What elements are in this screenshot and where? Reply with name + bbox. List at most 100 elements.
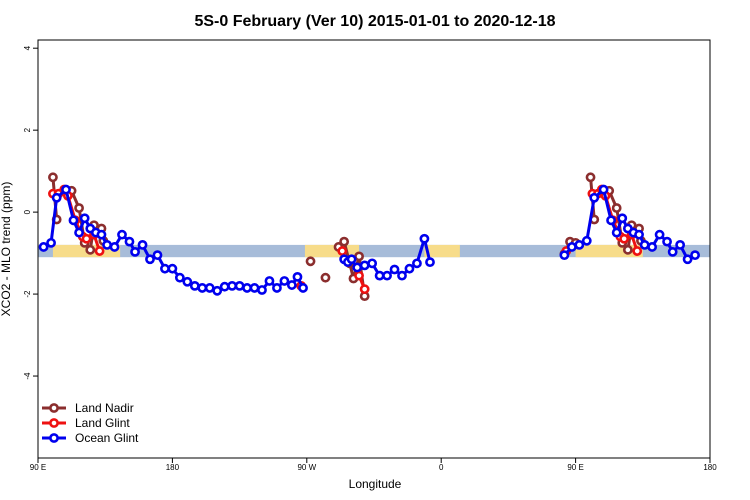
data-point: [74, 227, 84, 238]
data-point: [46, 237, 56, 248]
x-tick-label: 90 E: [30, 463, 46, 472]
data-point: [279, 276, 290, 286]
data-point: [581, 235, 592, 246]
data-point: [611, 203, 622, 213]
data-point: [264, 276, 275, 286]
data-point: [298, 283, 308, 293]
data-point: [662, 236, 672, 247]
series-ocean-glint: [38, 184, 700, 296]
legend-label: Land Nadir: [75, 401, 134, 415]
plot-frame: [37, 39, 711, 459]
y-tick-label: 0: [23, 209, 32, 214]
data-point: [419, 233, 430, 244]
data-point: [598, 184, 609, 195]
data-point: [242, 283, 252, 293]
data-point: [632, 246, 643, 256]
legend-label: Ocean Glint: [75, 431, 139, 445]
ocean-band: [38, 244, 710, 258]
data-point: [425, 257, 435, 268]
data-point: [574, 240, 585, 250]
x-tick-label: 0: [439, 463, 444, 472]
data-point: [389, 264, 400, 275]
data-point: [197, 283, 208, 293]
data-point: [38, 242, 49, 252]
data-point: [667, 246, 678, 257]
data-point: [617, 213, 628, 224]
data-point: [305, 256, 316, 267]
data-point: [559, 250, 570, 261]
data-point: [354, 251, 364, 262]
series-segment: [49, 196, 59, 245]
data-point: [96, 229, 107, 240]
legend-swatch-marker: [49, 403, 59, 413]
data-point: [167, 263, 178, 274]
data-point: [85, 244, 96, 255]
data-point: [145, 254, 155, 265]
data-point: [124, 236, 135, 247]
data-point: [634, 229, 644, 240]
x-axis-label: Longitude: [349, 477, 402, 491]
data-point: [690, 250, 700, 261]
data-point: [682, 254, 693, 265]
data-point: [675, 240, 686, 250]
data-point: [130, 246, 140, 257]
y-tick-label: -4: [23, 372, 32, 380]
data-point: [606, 215, 616, 226]
data-point: [359, 260, 370, 271]
data-point: [81, 233, 92, 244]
data-point: [622, 244, 633, 255]
series-segment: [64, 188, 75, 222]
data-point: [412, 258, 422, 269]
x-axis: 90 E 180 90 W 0 90 E 180: [30, 458, 717, 472]
data-point: [51, 192, 62, 203]
data-point: [61, 184, 71, 195]
data-point: [382, 270, 392, 281]
data-point: [619, 233, 630, 244]
x-tick-label: 180: [166, 463, 180, 472]
legend-swatch-marker: [49, 418, 59, 428]
data-point: [639, 240, 650, 250]
data-point: [585, 172, 596, 183]
data-point: [219, 281, 230, 292]
data-point: [359, 284, 370, 295]
y-tick-label: 4: [23, 45, 32, 50]
data-series: [38, 172, 700, 302]
x-tick-label: 90 E: [567, 463, 583, 472]
data-point: [48, 172, 58, 183]
legend-swatch-marker: [49, 433, 59, 443]
data-point: [339, 236, 350, 247]
data-point: [204, 283, 215, 293]
y-axis: -4 -2 0 2 4: [23, 45, 38, 380]
legend-label: Land Glint: [75, 416, 130, 430]
data-point: [189, 280, 200, 291]
data-point: [286, 280, 297, 290]
y-axis-label: XCO2 - MLO trend (ppm): [0, 182, 13, 317]
legend-item: Ocean Glint: [42, 431, 139, 445]
data-point: [611, 227, 622, 238]
data-point: [647, 242, 658, 252]
data-point: [404, 263, 415, 274]
data-point: [117, 229, 127, 240]
data-point: [352, 262, 363, 273]
data-point: [79, 213, 90, 224]
data-point: [174, 272, 185, 283]
data-point: [589, 192, 600, 203]
data-point: [654, 229, 665, 240]
x-tick-label: 90 W: [297, 463, 316, 472]
data-point: [227, 280, 238, 291]
data-point: [74, 203, 84, 213]
data-point: [354, 270, 364, 281]
y-tick-label: -2: [23, 290, 32, 298]
data-point: [272, 283, 282, 293]
data-point: [346, 254, 357, 265]
data-point: [257, 285, 267, 295]
series-segment: [602, 188, 613, 222]
data-point: [109, 242, 120, 252]
data-point: [68, 215, 79, 226]
data-point: [374, 270, 385, 281]
data-point: [566, 242, 577, 252]
legend-item: Land Nadir: [42, 401, 134, 415]
data-point: [337, 246, 348, 256]
